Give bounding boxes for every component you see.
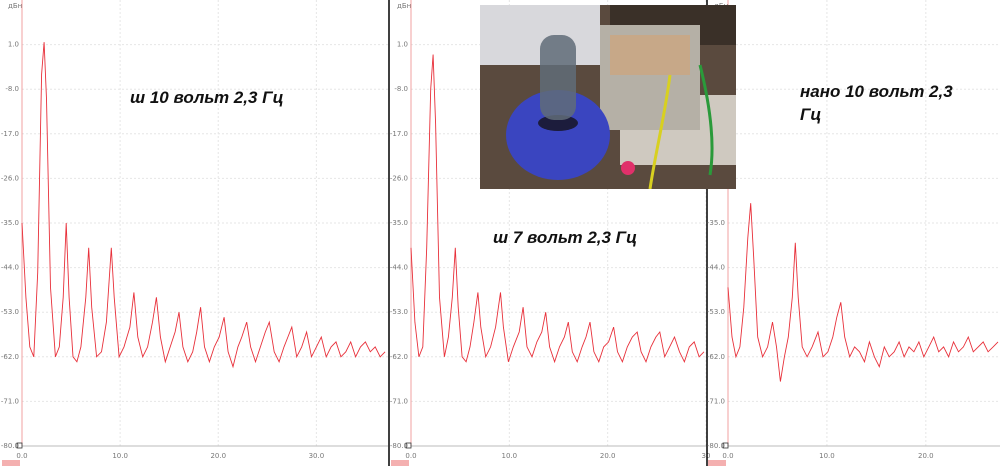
marker-box bbox=[722, 442, 729, 449]
x-tick-label: 10.0 bbox=[112, 452, 128, 460]
marker-box bbox=[16, 442, 23, 449]
y-tick-label: -53.0 bbox=[390, 308, 408, 316]
photo bbox=[480, 5, 736, 189]
y-tick-label: -80.0 bbox=[390, 442, 408, 450]
y-tick-label: -71.0 bbox=[1, 397, 19, 405]
y-tick-label: -53.0 bbox=[707, 308, 725, 316]
scroll-bar bbox=[2, 460, 20, 466]
y-tick-label: -8.0 bbox=[5, 85, 19, 93]
y-tick-label: -35.0 bbox=[1, 219, 19, 227]
y-tick-label: -62.0 bbox=[707, 353, 725, 361]
x-tick-label: 20.0 bbox=[918, 452, 934, 460]
y-tick-label: -53.0 bbox=[1, 308, 19, 316]
x-tick-label: 20.0 bbox=[210, 452, 226, 460]
marker-box bbox=[405, 442, 412, 449]
y-tick-label: 1.0 bbox=[397, 41, 408, 49]
y-tick-label: -71.0 bbox=[390, 397, 408, 405]
y-tick-label: -35.0 bbox=[707, 219, 725, 227]
annotation: нано 10 вольт 2,3 Гц bbox=[800, 82, 953, 124]
y-axis-label: дБн bbox=[397, 2, 411, 10]
spectrum-line bbox=[727, 203, 999, 382]
x-tick-label: 10.0 bbox=[502, 452, 518, 460]
y-tick-label: -80.0 bbox=[1, 442, 19, 450]
y-tick-label: -80.0 bbox=[707, 442, 725, 450]
annotation: ш 10 вольт 2,3 Гц bbox=[130, 88, 284, 107]
spectrum-line bbox=[410, 54, 705, 364]
x-tick-label: 0.0 bbox=[16, 452, 27, 460]
annotation: ш 7 вольт 2,3 Гц bbox=[493, 228, 638, 247]
y-tick-label: -26.0 bbox=[390, 174, 408, 182]
scroll-bar bbox=[708, 460, 726, 466]
spectrum-line bbox=[21, 42, 386, 369]
y-tick-label: -44.0 bbox=[390, 264, 408, 272]
x-tick-label: 30 bbox=[702, 452, 711, 460]
y-axis-label: дБн bbox=[8, 2, 22, 10]
x-tick-label: 30.0 bbox=[309, 452, 325, 460]
y-tick-label: -71.0 bbox=[707, 397, 725, 405]
x-tick-label: 10.0 bbox=[819, 452, 835, 460]
y-tick-label: -17.0 bbox=[1, 130, 19, 138]
y-tick-label: -35.0 bbox=[390, 219, 408, 227]
y-tick-label: -44.0 bbox=[1, 264, 19, 272]
y-tick-label: 1.0 bbox=[8, 41, 19, 49]
x-tick-label: 0.0 bbox=[722, 452, 733, 460]
y-tick-label: -62.0 bbox=[390, 353, 408, 361]
y-tick-label: -26.0 bbox=[1, 174, 19, 182]
y-tick-label: -44.0 bbox=[707, 264, 725, 272]
y-tick-label: -62.0 bbox=[1, 353, 19, 361]
x-tick-label: 20.0 bbox=[600, 452, 616, 460]
y-tick-label: -8.0 bbox=[394, 85, 408, 93]
scroll-bar bbox=[391, 460, 409, 466]
y-tick-label: -17.0 bbox=[390, 130, 408, 138]
x-tick-label: 0.0 bbox=[405, 452, 416, 460]
